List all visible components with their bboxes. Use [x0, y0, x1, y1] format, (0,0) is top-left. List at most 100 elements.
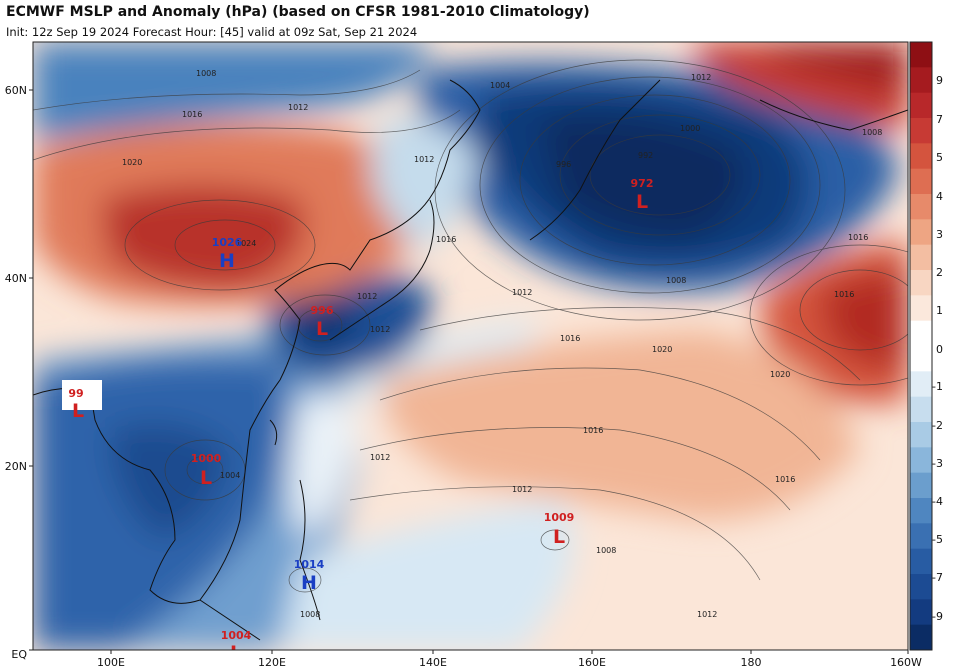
colorbar-label: -9	[932, 610, 943, 623]
longitude-axis: 100E 120E 140E 160E 180 160W	[97, 650, 922, 669]
colorbar-cell	[910, 498, 932, 524]
colorbar-label: -7	[932, 571, 943, 584]
isobar-label: 1016	[775, 475, 795, 484]
colorbar-cell	[910, 143, 932, 170]
coastlines	[33, 79, 908, 641]
colorbar-label: -3	[932, 457, 943, 470]
map-title: ECMWF MSLP and Anomaly (hPa) (based on C…	[6, 4, 590, 20]
isobar-label: 1016	[182, 110, 202, 119]
center-value-1004: 1004	[221, 629, 252, 642]
center-value-972: 972	[631, 177, 654, 190]
isobar-label: 1012	[691, 73, 711, 82]
colorbar-label: 4	[936, 190, 943, 203]
isobar-label: 1012	[512, 485, 532, 494]
low-symbol-996: L	[316, 318, 328, 340]
colorbar-label: -1	[932, 380, 943, 393]
colorbar: 9 7 5 4 3 2 1 0 -1 -2 -3 -4 -5 -7 -9	[909, 41, 943, 651]
lat-label-20n: 20N	[5, 460, 27, 473]
colorbar-cell	[910, 67, 932, 94]
isobar-label: 1008	[862, 128, 882, 137]
isobar-label: 1008	[666, 276, 686, 285]
isobar-label: 1020	[652, 345, 672, 354]
colorbar-label: -4	[932, 495, 943, 508]
colorbar-label: 0	[936, 343, 943, 356]
colorbar-label: -5	[932, 533, 943, 546]
colorbar-cell	[910, 346, 932, 372]
colorbar-cell	[910, 548, 932, 575]
colorbar-cell	[910, 422, 932, 448]
colorbar-cell	[910, 624, 932, 651]
isobar-label: 1012	[370, 453, 390, 462]
high-symbol-1014: H	[301, 572, 317, 594]
center-value-1014: 1014	[294, 558, 325, 571]
colorbar-labels: 9 7 5 4 3 2 1 0 -1 -2 -3 -4 -5 -7 -9	[932, 74, 943, 623]
isobar-label: 1012	[697, 610, 717, 619]
lon-label-100e: 100E	[97, 656, 125, 669]
isobar-label: 1012	[288, 103, 308, 112]
isobar-label: 1024	[236, 239, 256, 248]
center-value-1026: 1026	[212, 236, 243, 249]
colorbar-cell	[910, 472, 932, 499]
center-value-1000: 1000	[191, 452, 222, 465]
lon-label-120e: 120E	[258, 656, 286, 669]
colorbar-cell	[910, 447, 932, 474]
colorbar-label: -2	[932, 419, 943, 432]
colorbar-cell	[910, 244, 932, 271]
lat-label-40n: 40N	[5, 272, 27, 285]
isobar-label: 1016	[436, 235, 456, 244]
colorbar-cell	[910, 396, 932, 423]
center-value-99x: 99	[68, 387, 83, 400]
isobar-label: 1016	[583, 426, 603, 435]
latitude-axis: 60N 40N 20N EQ	[5, 84, 33, 661]
isobar-labels: 1008 1012 1016 1020 1024 1004 1000 992 9…	[122, 69, 882, 619]
center-value-996: 996	[311, 304, 334, 317]
map-subtitle: Init: 12z Sep 19 2024 Forecast Hour: [45…	[6, 25, 418, 39]
isobar-label: 1004	[490, 81, 510, 90]
low-symbol-99x: L	[72, 400, 84, 422]
isobar-label: 1016	[560, 334, 580, 343]
anomaly-shading	[33, 42, 908, 650]
high-symbol-1026: H	[219, 250, 235, 272]
isobar-label: 1012	[414, 155, 434, 164]
colorbar-label: 9	[936, 74, 943, 87]
colorbar-cell	[910, 371, 932, 398]
lat-label-eq: EQ	[11, 648, 27, 661]
low-symbol-1009: L	[553, 526, 565, 548]
isobar-label: 1008	[196, 69, 216, 78]
colorbar-cell	[910, 270, 932, 296]
isobar-label: 996	[556, 160, 571, 169]
isobar-label: 1020	[122, 158, 142, 167]
isobars	[33, 59, 908, 593]
pressure-centers: 972 L 1026 H 996 L 99 L 1000 L 1009 L 10…	[68, 177, 654, 650]
colorbar-label: 7	[936, 113, 943, 126]
colorbar-cell	[910, 599, 932, 626]
isobar-label: 1016	[834, 290, 854, 299]
isobar-label: 1004	[220, 471, 240, 480]
low-symbol-972: L	[636, 191, 648, 213]
colorbar-cell	[910, 168, 932, 195]
missing-data-patch	[62, 380, 102, 410]
colorbar-label: 3	[936, 228, 943, 241]
lat-label-60n: 60N	[5, 84, 27, 97]
lon-label-160w: 160W	[890, 656, 922, 669]
low-symbol-1000: L	[200, 467, 212, 489]
lon-label-160e: 160E	[578, 656, 606, 669]
lon-label-180: 180	[741, 656, 762, 669]
colorbar-cells	[910, 42, 932, 651]
colorbar-cell	[910, 320, 932, 347]
colorbar-cell	[910, 92, 932, 119]
colorbar-label: 1	[936, 304, 943, 317]
center-value-1009: 1009	[544, 511, 575, 524]
colorbar-cell	[910, 42, 932, 68]
isobar-label: 1012	[357, 292, 377, 301]
isobar-label: 1012	[370, 325, 390, 334]
map-area: 1008 1012 1016 1020 1024 1004 1000 992 9…	[33, 42, 908, 650]
colorbar-cell	[910, 194, 932, 220]
colorbar-cell	[910, 574, 932, 600]
isobar-label: 1000	[680, 124, 700, 133]
colorbar-cell	[910, 523, 932, 550]
map-frame	[32, 41, 909, 651]
colorbar-label: 5	[936, 151, 943, 164]
isobar-label: 1016	[848, 233, 868, 242]
